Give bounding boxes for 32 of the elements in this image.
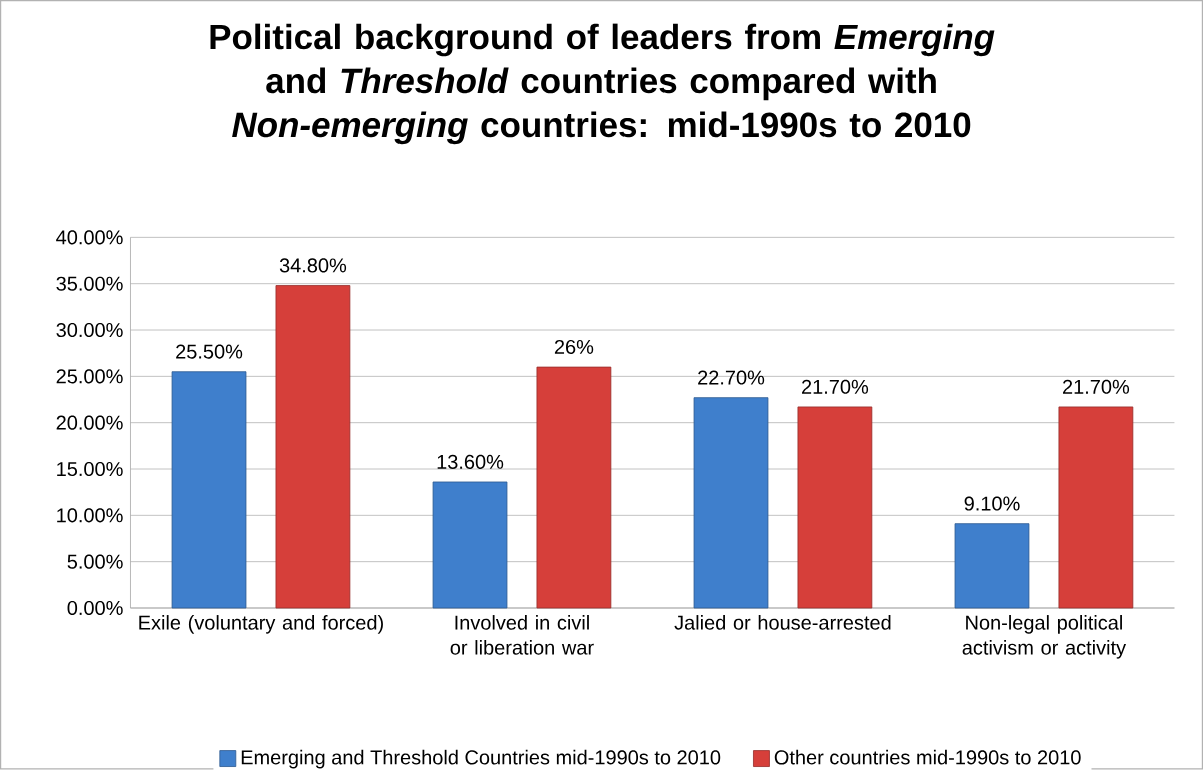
x-tick-label: Jalied or house-arrested [674, 614, 891, 630]
y-tick-label: 20.00% [56, 415, 123, 430]
bar [1058, 406, 1134, 609]
bar [275, 285, 351, 609]
data-label: 22.70% [698, 370, 765, 385]
y-tick-label: 25.00% [56, 369, 123, 384]
data-label: 9.10% [964, 496, 1020, 511]
data-label: 25.50% [176, 344, 243, 359]
bar [954, 523, 1030, 609]
y-tick-label: 35.00% [56, 276, 123, 291]
bar [171, 371, 247, 609]
bar [432, 481, 508, 609]
x-tick-label: Involved in civil or liberation war [450, 614, 594, 655]
y-tick-label: 30.00% [56, 322, 123, 337]
data-label: 13.60% [437, 454, 504, 469]
bar [797, 406, 873, 609]
legend-label: Emerging and Threshold Countries mid-1990s to 2010 [241, 749, 721, 769]
y-tick-label: 10.00% [57, 508, 123, 523]
y-tick-label: 0.00% [67, 600, 123, 615]
bar [536, 366, 612, 609]
y-tick-label: 40.00% [56, 230, 123, 245]
data-label: 34.80% [279, 258, 347, 273]
chart-title: Political background of leaders from Emerging and Threshold countries compared with Non-emerging countries: mid-1990s to 2010 [210, 23, 995, 145]
bar [693, 397, 769, 609]
data-label: 21.70% [1063, 379, 1130, 394]
y-tick-label: 5.00% [67, 554, 123, 569]
x-tick-label: Exile (voluntary and forced) [139, 614, 383, 634]
y-tick-label: 15.00% [57, 461, 123, 476]
x-tick-label: Non-legal political activism or activity [962, 614, 1127, 659]
data-label: 21.70% [802, 379, 869, 394]
data-label: 26% [554, 339, 594, 354]
legend-label: Other countries mid-1990s to 2010 [774, 749, 1081, 765]
